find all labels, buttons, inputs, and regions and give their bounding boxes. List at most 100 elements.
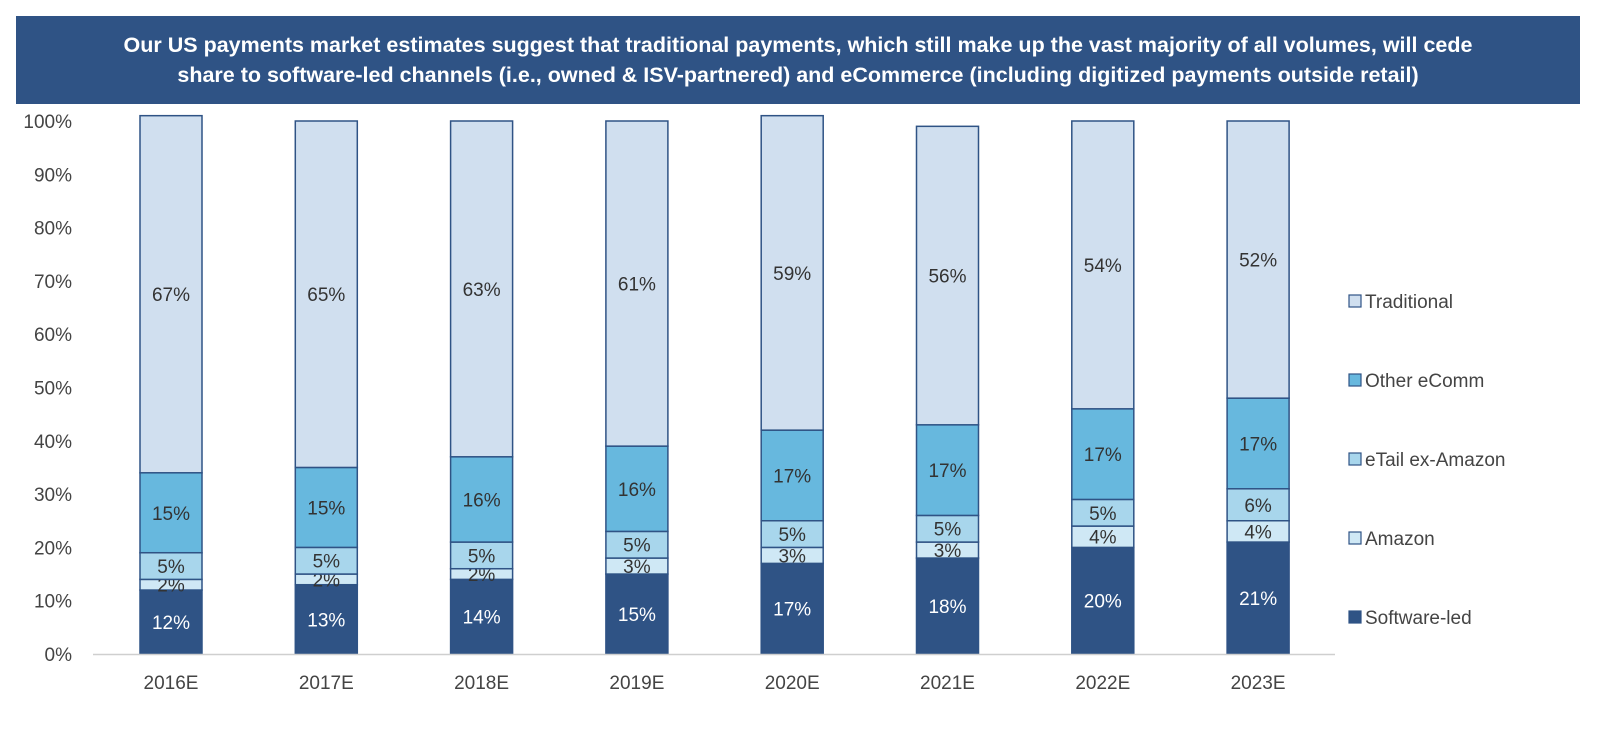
bar-segment [915,424,980,517]
data-label: 4% [1089,528,1117,549]
y-tick-label: 60% [34,325,72,346]
x-tick-label: 2023E [1231,673,1286,694]
data-label: 3% [934,541,962,562]
x-tick-label: 2020E [765,673,820,694]
y-tick-label: 10% [34,592,72,613]
bar-segment [1226,120,1290,399]
data-label: 59% [773,264,811,285]
data-label: 2% [468,565,496,586]
data-label: 5% [623,536,651,557]
legend-swatch [1348,373,1362,387]
bar-segment [760,429,824,522]
bar-segment [915,557,980,655]
bar-stack: 18% 3%5% 17% 56% [915,125,980,655]
bar-segment [294,120,359,469]
data-label: 54% [1084,256,1122,277]
data-label: 5% [157,557,185,578]
data-label: 21% [1239,589,1277,610]
x-tick-label: 2017E [299,673,354,694]
data-label: 20% [1084,592,1122,613]
data-label: 65% [307,285,345,306]
y-tick-label: 100% [23,112,72,133]
x-tick-label: 2016E [144,673,199,694]
data-label: 17% [1239,434,1277,455]
y-axis: 0% 10% 20% 30% 40% 50% 60% 70% 80% 90% 100% [23,112,72,666]
data-label: 2% [157,576,185,597]
data-label: 17% [773,600,811,621]
bar-segment [605,445,669,533]
data-label: 2% [313,570,341,591]
bar-segment [449,578,514,655]
bar-segment [915,125,980,426]
bar-segment [760,520,824,549]
bar-segment [605,530,669,559]
data-label: 52% [1239,251,1277,272]
data-label: 6% [1244,496,1272,517]
bar-segment [139,114,203,474]
y-tick-label: 0% [45,645,73,666]
x-tick-label: 2019E [609,673,664,694]
data-label: 15% [618,605,656,626]
y-tick-label: 30% [34,485,72,506]
bar-segment [760,114,824,431]
bar-segment [449,541,514,570]
bar-stack: 15% 3%5% 16% 61% [605,120,669,655]
data-label: 3% [778,546,806,567]
y-tick-label: 40% [34,432,72,453]
data-label: 5% [934,520,962,541]
bar-segment [449,120,514,458]
data-label: 61% [618,275,656,296]
bar-segment [1226,397,1290,490]
bar-stack: 21% 4% 6% 17% 52% [1226,120,1290,655]
bar-segment [605,120,669,447]
bar-segment [605,573,669,655]
data-label: 17% [773,466,811,487]
data-label: 17% [928,461,966,482]
data-label: 56% [928,267,966,288]
bar-segment [1226,541,1290,655]
data-label: 14% [463,608,501,629]
data-label: 18% [928,597,966,618]
y-tick-label: 80% [34,219,72,240]
bar-segment [1226,488,1290,522]
x-tick-label: 2021E [920,673,975,694]
data-label: 67% [152,285,190,306]
y-tick-label: 50% [34,379,72,400]
data-label: 13% [307,610,345,631]
data-label: 5% [1089,504,1117,525]
data-label: 16% [463,490,501,511]
data-label: 4% [1244,522,1272,543]
bar-segment [294,546,359,575]
legend-label: Software-led [1365,608,1472,629]
data-label: 12% [152,613,190,634]
bar-segment [915,514,980,543]
data-label: 5% [778,525,806,546]
y-tick-label: 20% [34,538,72,559]
bar-segment [760,562,824,655]
data-label: 15% [152,504,190,525]
bars-group: 12%2%5%15%67%13%2%5%15%65%14%2%5%16%63%1… [139,114,1290,655]
legend-swatch [1348,531,1362,545]
bar-segment [294,466,359,549]
bar-segment [449,456,514,543]
data-label: 16% [618,480,656,501]
legend-swatch [1348,452,1362,466]
bar-stack: 12% 2%5% 15% 67% [139,114,203,655]
bar-stack: 13% 2%5% 15% 65% [294,120,359,655]
bar-stack: 20% 4% 5% 17% 54% [1071,120,1135,655]
chart-title-line-2: share to software-led channels (i.e., ow… [177,63,1419,87]
bar-stack: 17% 3%5% 17% 59% [760,114,824,655]
chart-title-banner: Our US payments market estimates suggest… [16,16,1580,104]
legend-label: eTail ex-Amazon [1365,450,1505,471]
legend-label: Amazon [1365,529,1435,550]
bar-segment [1071,408,1135,501]
legend: Traditional Other eComm eTail ex-Amazon Ama… [1348,292,1505,629]
chart-title-line-1: Our US payments market estimates suggest… [123,33,1473,57]
legend-swatch [1348,610,1362,624]
y-tick-label: 70% [34,272,72,293]
legend-label: Other eComm [1365,371,1484,392]
data-label: 17% [1084,445,1122,466]
data-label: 5% [313,552,341,573]
x-tick-label: 2022E [1075,673,1130,694]
